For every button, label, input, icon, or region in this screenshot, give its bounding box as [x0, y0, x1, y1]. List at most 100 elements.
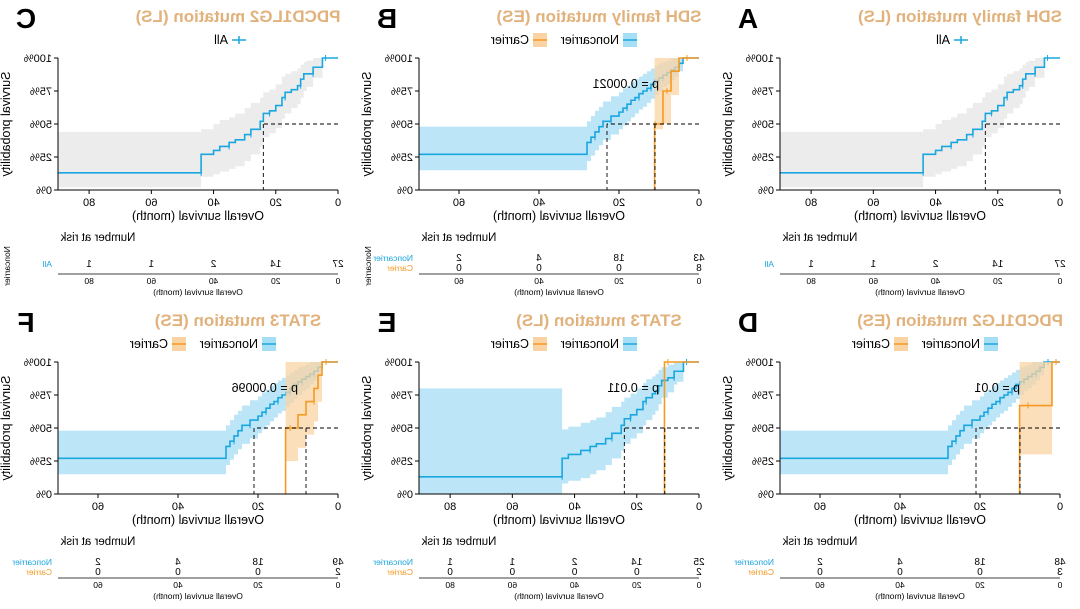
risk-x-tick-label: 40: [534, 276, 544, 286]
legend-all-label: All: [214, 33, 228, 47]
x-tick-label: 40: [929, 197, 941, 209]
x-axis-label: Overall survival (month): [493, 209, 625, 223]
x-tick-label: 20: [974, 501, 986, 513]
km-chart-e: E STAT3 mutation (LS)NoncarrierCarrier0%2…: [361, 304, 719, 604]
y-tick-label: 50%: [391, 423, 413, 435]
panel-letter: A: [738, 3, 758, 34]
y-tick-label: 25%: [391, 152, 413, 164]
legend: Noncarrier Carrier: [852, 337, 998, 351]
y-tick-label: 25%: [752, 152, 774, 164]
risk-x-tick-label: 20: [975, 580, 985, 590]
risk-x-tick-label: 20: [271, 276, 281, 286]
panel-a: A SDH family mutation (LS) All 0% 25% 50% 75% 1…: [722, 0, 1080, 300]
x-tick-label: 80: [805, 197, 817, 209]
risk-x-tick-label: 40: [209, 276, 219, 286]
y-axis-label: Survival probability: [360, 376, 374, 482]
ci-band-carrier: [655, 58, 699, 129]
panel-e: E STAT3 mutation (LS) Noncarrier Carrier 0% 2…: [361, 304, 719, 604]
x-tick-label: 0: [696, 197, 702, 209]
y-tick-label: 100%: [385, 357, 413, 369]
y-tick-label: 0%: [758, 185, 774, 197]
risk-x-tick-label: 60: [454, 276, 464, 286]
y-axis-label: Survival probability: [721, 376, 735, 482]
x-tick-label: 0: [335, 197, 341, 209]
risk-table-title: Number at risk: [60, 536, 135, 548]
risk-row-label: Carrier: [26, 567, 52, 577]
panel-f: F STAT3 mutation (ES) Noncarrier Carrier 0% 2…: [0, 304, 358, 604]
y-axis-label: Survival probability: [360, 72, 374, 178]
x-tick-label: 60: [506, 501, 518, 513]
legend-carrier-label: Carrier: [491, 337, 529, 351]
risk-count: 0: [536, 263, 542, 274]
risk-count: 2: [932, 259, 938, 270]
legend-all-label: All: [936, 33, 950, 47]
risk-row-label: Carrier: [387, 263, 413, 273]
panel-b: B SDH family mutation (ES) Noncarrier Carri…: [361, 0, 719, 300]
risk-x-tick-label: 60: [507, 580, 517, 590]
risk-table-title: Number at risk: [421, 232, 496, 244]
y-tick-label: 0%: [397, 185, 413, 197]
ci-band-all: [780, 58, 1060, 187]
x-axis-label: Overall survival (month): [854, 209, 986, 223]
risk-count: 0: [571, 567, 577, 578]
risk-table-title: Number at risk: [782, 536, 857, 548]
legend: All: [214, 33, 246, 47]
risk-x-tick-label: 60: [146, 276, 156, 286]
y-tick-label: 75%: [391, 86, 413, 98]
panel-title: PDCD1LG2 mutation (ES): [857, 311, 1063, 330]
risk-x-tick-label: 20: [614, 276, 624, 286]
risk-row-label: Noncarrier: [373, 557, 413, 567]
y-tick-label: 25%: [391, 456, 413, 468]
x-tick-label: 60: [92, 501, 104, 513]
risk-count: 0: [255, 567, 261, 578]
y-tick-label: 75%: [30, 390, 52, 402]
risk-x-axis-label: Overall survival (month): [514, 287, 604, 297]
panel-title: STAT3 mutation (LS): [516, 311, 682, 330]
x-tick-label: 20: [270, 197, 282, 209]
risk-x-axis-label: Overall survival (month): [875, 287, 965, 297]
risk-count: 2: [335, 567, 341, 578]
y-tick-label: 75%: [391, 390, 413, 402]
legend-carrier-label: Carrier: [852, 337, 890, 351]
y-tick-label: 75%: [752, 86, 774, 98]
legend-noncarrier-label: Noncarrier: [561, 337, 619, 351]
x-tick-label: 40: [894, 501, 906, 513]
risk-count: 1: [870, 259, 876, 270]
p-value: p = 0.01: [974, 381, 1020, 395]
y-tick-label: 100%: [24, 53, 52, 65]
ci-band-carrier: [1020, 362, 1060, 454]
risk-row-label: Carrier: [748, 567, 774, 577]
legend: Noncarrier Carrier: [491, 337, 637, 351]
risk-row-label: Noncarrier: [373, 253, 413, 263]
y-tick-label: 25%: [30, 152, 52, 164]
risk-row-label: Noncarrier: [734, 557, 774, 567]
panel-title: PDCD1LG2 mutation (LS): [136, 7, 341, 26]
x-tick-label: 0: [1057, 197, 1063, 209]
panel-title: SDH family mutation (ES): [497, 7, 702, 26]
panel-letter: E: [378, 307, 397, 338]
x-axis-label: Overall survival (month): [854, 513, 986, 527]
legend-noncarrier-label: Noncarrier: [561, 33, 619, 47]
risk-count: 0: [897, 567, 903, 578]
risk-table-title: Number at risk: [421, 536, 496, 548]
legend-carrier-label: Carrier: [491, 33, 529, 47]
x-tick-label: 40: [207, 197, 219, 209]
km-chart-d: D PDCD1LG2 mutation (ES)NoncarrierCarrier…: [722, 304, 1080, 604]
x-tick-label: 20: [252, 501, 264, 513]
y-tick-label: 50%: [752, 423, 774, 435]
y-axis-label: Survival probability: [0, 376, 13, 482]
risk-y-label: Noncarrier: [363, 246, 373, 286]
p-value: p = 0.011: [607, 381, 659, 395]
x-axis-label: Overall survival (month): [132, 209, 264, 223]
km-chart-a: A SDH family mutation (LS) All 0% 25% 50% 75% 1…: [722, 0, 1080, 300]
y-tick-label: 0%: [36, 489, 52, 501]
panel-title: STAT3 mutation (ES): [155, 311, 322, 330]
panel-title: SDH family mutation (LS): [858, 7, 1062, 26]
legend-noncarrier-label: Noncarrier: [922, 337, 980, 351]
y-tick-label: 50%: [30, 119, 52, 131]
x-tick-label: 40: [172, 501, 184, 513]
x-tick-label: 0: [1057, 501, 1063, 513]
panel-letter: B: [377, 3, 397, 34]
y-tick-label: 75%: [752, 390, 774, 402]
risk-count: 0: [977, 567, 983, 578]
